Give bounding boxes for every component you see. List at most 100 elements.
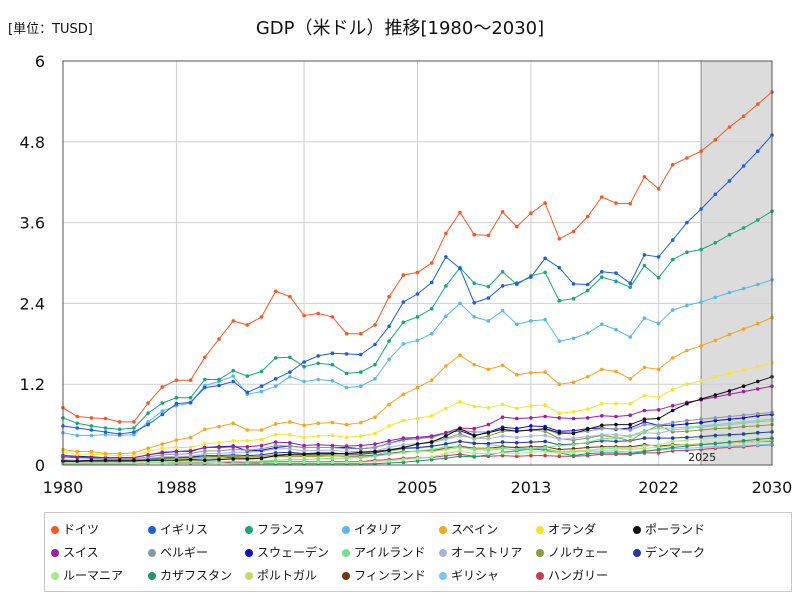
data-point	[231, 379, 235, 384]
data-point	[727, 444, 732, 448]
y-tick-label: 0	[35, 456, 45, 475]
data-point	[585, 445, 590, 450]
data-point	[756, 379, 760, 384]
data-point	[486, 422, 491, 427]
data-point	[741, 164, 746, 168]
data-point	[727, 440, 732, 444]
data-point	[387, 439, 391, 443]
data-point	[429, 261, 434, 265]
data-point	[529, 416, 533, 420]
data-point	[699, 434, 703, 439]
data-point	[685, 401, 689, 406]
data-point	[713, 416, 718, 420]
legend-label: フランス	[257, 522, 305, 537]
data-point	[359, 460, 363, 465]
data-point	[628, 201, 632, 206]
data-point	[444, 442, 448, 446]
data-point	[415, 270, 420, 275]
data-point	[529, 371, 533, 375]
data-point	[543, 201, 547, 205]
legend-swatch	[342, 548, 350, 557]
data-point	[713, 192, 718, 197]
data-point	[288, 444, 292, 448]
data-point	[288, 432, 292, 437]
chart-title: GDP（米ドル）推移[1980～2030]	[255, 18, 545, 39]
data-point	[656, 187, 661, 191]
data-point	[685, 156, 689, 160]
data-point	[756, 437, 760, 442]
legend-label: ベルギー	[160, 545, 209, 560]
data-point	[486, 441, 491, 446]
data-point	[359, 455, 363, 460]
data-point	[515, 447, 519, 452]
data-point	[756, 321, 760, 326]
data-point	[500, 427, 505, 432]
data-point	[713, 418, 718, 423]
data-point	[344, 331, 349, 336]
data-point	[614, 439, 618, 444]
data-point	[741, 226, 746, 230]
data-point	[727, 414, 732, 419]
legend-label: ハンガリー	[548, 568, 609, 583]
data-point	[203, 449, 207, 453]
data-point	[203, 455, 207, 459]
data-point	[273, 422, 278, 426]
data-point	[756, 102, 760, 106]
data-point	[245, 323, 250, 327]
data-point	[713, 241, 718, 245]
data-point	[557, 411, 562, 416]
data-point	[628, 285, 632, 290]
data-point	[217, 337, 221, 341]
data-point	[557, 339, 562, 343]
data-point	[543, 403, 547, 407]
data-point	[741, 424, 746, 429]
data-point	[515, 454, 519, 459]
data-point	[146, 458, 150, 463]
data-point	[500, 402, 505, 407]
data-point	[146, 449, 150, 454]
data-point	[585, 288, 590, 293]
data-point	[756, 387, 760, 391]
data-point	[288, 420, 292, 424]
data-point	[316, 361, 321, 366]
data-point	[103, 451, 108, 456]
data-point	[259, 315, 264, 319]
data-point	[373, 377, 377, 381]
data-point	[217, 445, 221, 450]
data-point	[628, 434, 632, 438]
data-point	[359, 384, 363, 389]
data-point	[713, 138, 718, 142]
data-point	[359, 447, 363, 451]
data-point	[203, 377, 207, 382]
data-point	[500, 284, 505, 288]
data-point	[89, 424, 94, 428]
data-point	[515, 224, 519, 229]
data-point	[344, 385, 349, 390]
data-point	[585, 427, 590, 432]
data-point	[670, 423, 675, 428]
data-point	[359, 420, 363, 425]
data-point	[188, 400, 193, 405]
data-point	[415, 435, 420, 440]
data-point	[132, 420, 136, 424]
data-point	[557, 437, 562, 442]
data-point	[656, 255, 661, 259]
data-point	[685, 382, 689, 387]
data-point	[330, 379, 335, 383]
data-point	[344, 371, 349, 376]
data-point	[713, 338, 718, 343]
data-point	[387, 441, 391, 446]
data-point	[330, 456, 335, 461]
data-point	[500, 363, 505, 368]
data-point	[259, 456, 264, 461]
legend-item: スペイン	[439, 519, 536, 539]
legend-swatch	[342, 525, 350, 534]
data-point	[656, 431, 661, 436]
data-point	[543, 256, 547, 261]
data-point	[401, 457, 406, 462]
data-point	[727, 389, 732, 393]
data-point	[75, 414, 79, 419]
data-point	[444, 406, 448, 411]
data-point	[727, 417, 732, 422]
data-point	[642, 408, 647, 413]
